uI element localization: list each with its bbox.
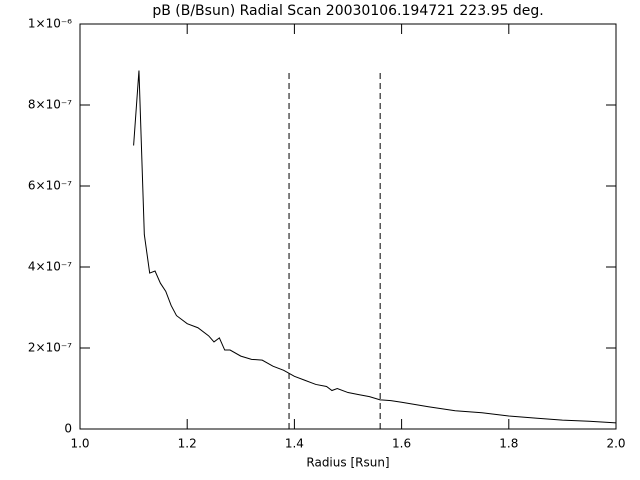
y-tick-label: 6×10⁻⁷ <box>28 179 72 193</box>
y-tick-label: 4×10⁻⁷ <box>28 260 72 274</box>
chart-title: pB (B/Bsun) Radial Scan 20030106.194721 … <box>152 3 543 19</box>
x-tick-label: 1.6 <box>392 437 411 451</box>
x-tick-label: 1.0 <box>70 437 89 451</box>
x-axis-label: Radius [Rsun] <box>306 456 389 470</box>
x-tick-label: 2.0 <box>606 437 625 451</box>
y-tick-label: 0 <box>64 422 72 436</box>
x-tick-label: 1.8 <box>499 437 518 451</box>
x-tick-label: 1.2 <box>178 437 197 451</box>
y-tick-label: 8×10⁻⁷ <box>28 98 72 112</box>
plot-frame <box>79 23 617 430</box>
data-line <box>133 70 617 424</box>
x-tick-label: 1.4 <box>285 437 304 451</box>
y-tick-label: 2×10⁻⁷ <box>28 341 72 355</box>
y-tick-label: 1×10⁻⁶ <box>28 17 72 31</box>
